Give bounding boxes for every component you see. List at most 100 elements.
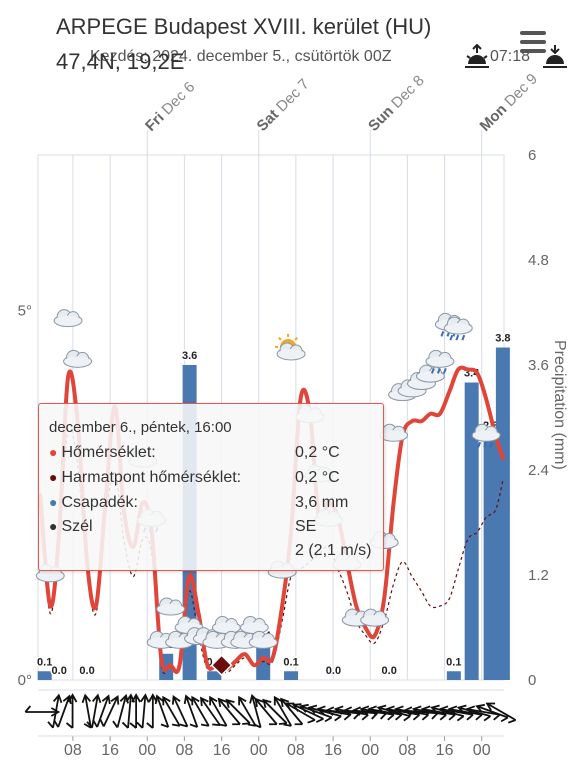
hamburger-menu-button[interactable] bbox=[520, 31, 546, 53]
wind-arrow-icon bbox=[299, 703, 333, 723]
wind-arrow-icon bbox=[262, 698, 288, 725]
wind-barb bbox=[242, 722, 251, 725]
y-left-tick-label: 0° bbox=[18, 672, 32, 689]
cloud-fill bbox=[55, 315, 82, 326]
day-date: Dec 9 bbox=[501, 70, 541, 110]
dewpoint-dot-icon: ● bbox=[49, 469, 58, 485]
precip-dot-icon: ● bbox=[49, 494, 58, 510]
wind-shaft bbox=[116, 696, 127, 728]
wind-arrow-icon bbox=[273, 695, 293, 727]
wind-head bbox=[91, 693, 102, 704]
x-tick-label: 16 bbox=[324, 742, 342, 759]
wind-arrow-icon bbox=[291, 703, 324, 723]
wind-shaft bbox=[281, 699, 304, 725]
rain-drop bbox=[449, 334, 454, 341]
wind-barb bbox=[493, 714, 501, 721]
dewpoint-line bbox=[39, 425, 504, 674]
wind-head bbox=[171, 694, 181, 705]
wind-barb bbox=[278, 722, 287, 725]
wind-head bbox=[154, 694, 164, 705]
precip-value-label: 0.0 bbox=[79, 665, 94, 677]
wind-barb bbox=[53, 719, 59, 728]
rain-drop bbox=[455, 334, 460, 341]
cloud-rain-icon bbox=[425, 349, 455, 374]
temperature-dot-icon: ● bbox=[49, 444, 58, 460]
sunrise-time: 07:18 bbox=[490, 48, 531, 65]
wind-barb bbox=[448, 714, 456, 721]
y-right-tick-label: 3.6 bbox=[528, 357, 549, 374]
wind-arrow-icon bbox=[280, 697, 304, 726]
wind-barb bbox=[232, 723, 241, 726]
wind-arrow-icon bbox=[209, 695, 228, 727]
wind-barb bbox=[466, 714, 474, 721]
wind-barb bbox=[189, 723, 198, 728]
wind-arrow-icon bbox=[475, 703, 509, 723]
precip-value-label: 3.6 bbox=[182, 350, 197, 362]
tooltip-heading: december 6., péntek, 16:00 bbox=[49, 419, 232, 436]
cloud-icon bbox=[53, 309, 83, 328]
wind-head bbox=[131, 693, 141, 703]
wind-barb bbox=[421, 714, 429, 721]
wind-shaft bbox=[294, 704, 324, 720]
wind-barb bbox=[361, 714, 369, 721]
wind-shaft bbox=[362, 708, 394, 716]
wind-arrow-icon bbox=[99, 694, 120, 727]
rain-drop bbox=[489, 441, 494, 448]
cloud-icon bbox=[239, 616, 269, 635]
wind-barb bbox=[121, 721, 129, 729]
cloud-fill bbox=[380, 430, 407, 441]
wind-shaft bbox=[251, 696, 262, 728]
wind-barb bbox=[65, 722, 74, 729]
wind-barb bbox=[371, 712, 378, 720]
hover-marker bbox=[210, 654, 233, 677]
wind-arrow-icon bbox=[136, 693, 150, 729]
wind-arrow-icon bbox=[254, 697, 278, 726]
wind-barb bbox=[483, 715, 491, 722]
wind-shaft bbox=[218, 699, 241, 725]
wind-head bbox=[110, 694, 120, 705]
data-tooltip: december 6., péntek, 16:00 ● Hőmérséklet:… bbox=[38, 403, 384, 571]
day-date: Dec 6 bbox=[159, 79, 199, 119]
wind-barb bbox=[160, 723, 169, 728]
wind-shaft bbox=[450, 708, 483, 716]
wind-head bbox=[284, 702, 295, 711]
wind-arrow-icon bbox=[146, 693, 158, 729]
wind-barb bbox=[269, 723, 277, 726]
wind-arrow-icon bbox=[225, 698, 251, 725]
wind-barb bbox=[253, 723, 262, 729]
wind-barb bbox=[200, 723, 209, 727]
y-right-tick-label: 2.4 bbox=[528, 462, 549, 479]
x-tick-label: 08 bbox=[175, 742, 193, 759]
wind-arrow-icon bbox=[359, 705, 395, 721]
wind-head bbox=[430, 704, 440, 714]
wind-barb bbox=[171, 723, 180, 727]
cloud-rain-icon bbox=[443, 316, 473, 341]
x-tick-label: 00 bbox=[138, 742, 156, 759]
wind-shaft bbox=[141, 695, 147, 729]
wind-shaft bbox=[191, 697, 210, 727]
wind-head bbox=[62, 694, 72, 705]
cloud-fill bbox=[445, 323, 472, 334]
wind-shaft bbox=[487, 703, 517, 721]
wind-barb bbox=[86, 721, 93, 729]
tooltip-dewpoint-label: ● Harmatpont hőmérséklet: bbox=[49, 469, 242, 486]
wind-arrow-icon bbox=[456, 704, 491, 722]
cloud-rain-icon bbox=[471, 423, 501, 448]
wind-barb bbox=[387, 714, 395, 721]
wind-shaft bbox=[84, 696, 92, 728]
wind-barb bbox=[439, 714, 447, 721]
precip-bar bbox=[464, 382, 479, 680]
x-tick-label: 00 bbox=[250, 742, 268, 759]
cloud-icon bbox=[63, 349, 93, 368]
wind-arrow-icon bbox=[24, 705, 61, 717]
cloud-fill bbox=[361, 615, 388, 626]
wind-barb bbox=[24, 705, 32, 713]
wind-head bbox=[465, 705, 476, 715]
wind-shaft bbox=[441, 708, 474, 716]
wind-head bbox=[291, 703, 302, 712]
wind-shaft bbox=[274, 697, 293, 727]
cloud-icon bbox=[211, 616, 241, 635]
wind-head bbox=[376, 704, 387, 714]
wind-shaft bbox=[309, 706, 342, 718]
